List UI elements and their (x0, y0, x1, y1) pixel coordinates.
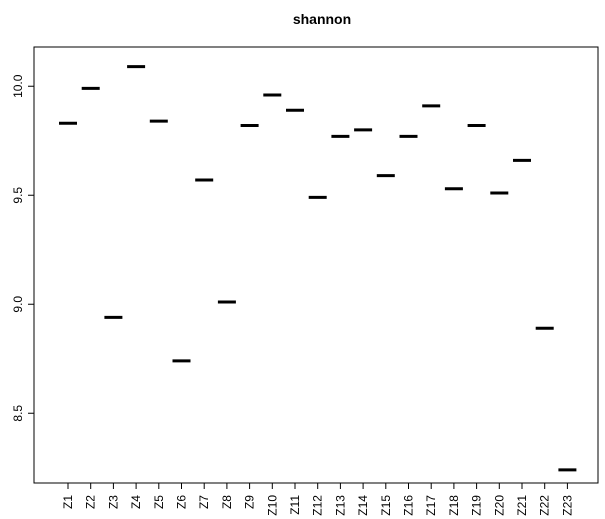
x-tick-label: Z23 (560, 495, 574, 516)
y-tick-label: 8.5 (11, 405, 25, 422)
data-marks (59, 65, 577, 472)
x-tick-label: Z8 (220, 495, 234, 509)
x-tick-label: Z21 (515, 495, 529, 516)
x-tick-label: Z5 (152, 495, 166, 509)
x-tick-label: Z20 (492, 495, 506, 516)
x-tick-label: Z16 (402, 495, 416, 516)
x-tick-label: Z11 (288, 495, 302, 515)
x-tick-label: Z19 (470, 495, 484, 516)
x-tick-label: Z1 (61, 495, 75, 509)
x-tick-label: Z4 (129, 495, 143, 509)
x-tick-label: Z14 (356, 495, 370, 516)
x-tick-label: Z10 (265, 495, 279, 516)
x-tick-label: Z12 (311, 495, 325, 516)
chart-title: shannon (293, 11, 351, 27)
x-tick-label: Z7 (197, 495, 211, 509)
plot-box (33, 46, 599, 484)
y-tick-label: 9.5 (11, 187, 25, 204)
x-tick-label: Z3 (106, 495, 120, 509)
y-tick-label: 10.0 (11, 74, 25, 98)
x-tick-label: Z9 (243, 495, 257, 509)
x-tick-label: Z2 (84, 495, 98, 509)
x-tick-label: Z17 (424, 495, 438, 516)
x-axis: Z1 Z2 Z3 Z4 Z5 Z6 Z7 Z8 Z9 Z10 Z11 Z12 Z13 Z14 Z15 Z16 Z… (61, 483, 574, 516)
x-tick-label: Z13 (333, 495, 347, 516)
y-tick-label: 9.0 (11, 296, 25, 313)
x-tick-label: Z22 (538, 495, 552, 516)
x-tick-label: Z15 (379, 495, 393, 516)
y-axis: 8.5 9.0 9.5 10.0 (11, 74, 34, 422)
x-tick-label: Z18 (447, 495, 461, 516)
x-tick-label: Z6 (175, 495, 189, 509)
